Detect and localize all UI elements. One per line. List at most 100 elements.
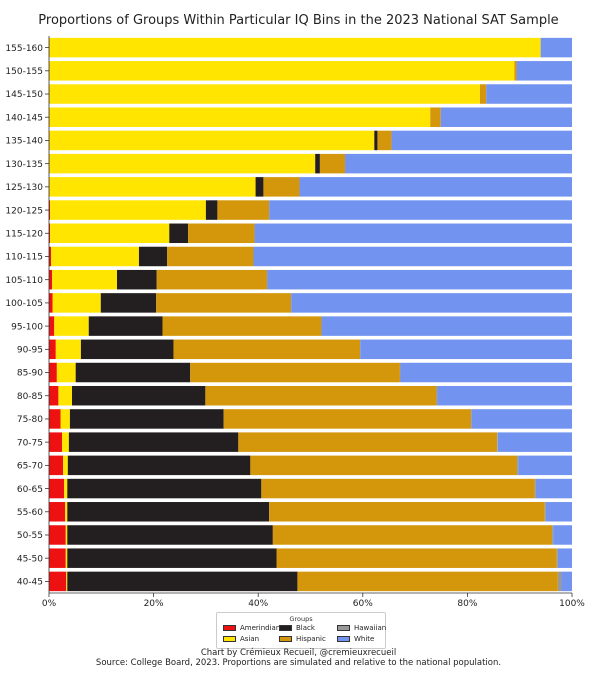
bar-segment-amerindian-95-100 xyxy=(49,316,55,336)
legend-swatch-white xyxy=(337,636,350,642)
bar-segment-asian-100-105 xyxy=(52,293,101,313)
legend-item-hispanic: Hispanic xyxy=(279,635,326,643)
chart-title: Proportions of Groups Within Particular … xyxy=(38,13,559,28)
bar-segment-white-70-75 xyxy=(497,432,572,452)
bar-segment-amerindian-90-95 xyxy=(49,339,56,360)
bar-segment-white-80-85 xyxy=(437,385,572,406)
legend-title: Groups xyxy=(289,615,313,623)
bar-segment-white-155-160 xyxy=(540,37,572,58)
bar-segment-amerindian-75-80 xyxy=(49,409,61,429)
bar-segment-white-100-105 xyxy=(291,293,572,313)
legend-label-hawaiian: Hawaiian xyxy=(354,624,387,632)
bar-segment-white-95-100 xyxy=(321,316,572,336)
bar-segment-black-135-140 xyxy=(374,130,378,151)
bar-segment-hispanic-95-100 xyxy=(162,316,322,336)
bar-segment-asian-70-75 xyxy=(62,432,69,452)
legend-item-hawaiian: Hawaiian xyxy=(337,624,386,632)
bar-segment-black-115-120 xyxy=(169,223,189,244)
bar-segment-black-75-80 xyxy=(69,409,224,429)
bar-segment-asian-150-155 xyxy=(49,61,515,81)
bar-segment-black-40-45 xyxy=(67,571,298,592)
y-tick-label-80-85: 80-85 xyxy=(17,392,43,402)
bar-segment-black-80-85 xyxy=(72,385,206,406)
bar-segment-white-110-115 xyxy=(253,246,573,267)
bar-segment-hispanic-70-75 xyxy=(238,432,498,452)
bar-segment-hawaiian-70-75 xyxy=(497,432,498,452)
bar-segment-hawaiian-85-90 xyxy=(399,362,401,383)
stacked-bar-chart: 155-160 150-155 145-150 140-145 135-140 130-1… xyxy=(5,36,585,609)
bar-segment-amerindian-115-120 xyxy=(49,223,51,244)
bar-segment-amerindian-60-65 xyxy=(49,478,65,499)
bar-segment-hawaiian-40-45 xyxy=(557,571,562,592)
bar-segment-amerindian-70-75 xyxy=(49,432,63,452)
bar-segment-hispanic-135-140 xyxy=(377,130,392,151)
bar-segment-amerindian-120-125 xyxy=(49,200,51,220)
legend-swatch-hispanic xyxy=(279,636,292,642)
bar-segment-amerindian-40-45 xyxy=(49,571,67,592)
bar-segment-hispanic-90-95 xyxy=(173,339,361,360)
bar-segment-black-110-115 xyxy=(138,246,168,267)
x-tick-label-40%: 40% xyxy=(248,599,268,609)
bar-segment-hispanic-85-90 xyxy=(190,362,400,383)
y-tick-label-90-95: 90-95 xyxy=(17,346,43,356)
bar-segment-hispanic-40-45 xyxy=(297,571,558,592)
bar-segment-white-130-135 xyxy=(345,153,572,174)
legend-label-hispanic: Hispanic xyxy=(296,635,326,643)
bar-segment-amerindian-85-90 xyxy=(49,362,57,383)
bar-segment-hispanic-50-55 xyxy=(272,525,553,545)
bar-segment-white-135-140 xyxy=(391,130,572,151)
y-tick-label-60-65: 60-65 xyxy=(17,485,43,495)
bar-segment-black-45-50 xyxy=(67,548,277,568)
bar-segment-black-50-55 xyxy=(67,525,273,545)
bar-segment-black-100-105 xyxy=(100,293,157,313)
bar-segment-amerindian-45-50 xyxy=(49,548,66,568)
y-tick-label-50-55: 50-55 xyxy=(17,531,43,541)
bar-segment-black-60-65 xyxy=(67,478,262,499)
bar-segment-white-140-145 xyxy=(440,107,572,127)
y-tick-label-105-110: 105-110 xyxy=(5,276,43,286)
bar-segment-white-50-55 xyxy=(553,525,572,545)
legend-item-amerindian: Amerindian xyxy=(223,624,280,632)
y-tick-label-45-50: 45-50 xyxy=(17,554,43,564)
bar-segment-hispanic-150-155 xyxy=(514,61,517,81)
bar-segment-hispanic-100-105 xyxy=(156,293,292,313)
bar-segment-asian-125-130 xyxy=(49,177,256,197)
bar-segment-white-120-125 xyxy=(269,200,572,220)
bar-segment-hispanic-130-135 xyxy=(319,153,346,174)
y-tick-label-130-135: 130-135 xyxy=(5,160,43,170)
bar-segment-hispanic-110-115 xyxy=(167,246,254,267)
bar-segment-asian-105-110 xyxy=(52,269,117,290)
bar-segment-white-75-80 xyxy=(471,409,572,429)
bar-segment-white-85-90 xyxy=(400,362,572,383)
bar-segment-hispanic-145-150 xyxy=(479,84,487,104)
legend-swatch-asian xyxy=(223,636,236,642)
bar-segment-amerindian-110-115 xyxy=(49,246,52,267)
bar-segment-asian-60-65 xyxy=(64,478,68,499)
bar-segment-amerindian-100-105 xyxy=(49,293,53,313)
bar-segment-black-95-100 xyxy=(88,316,163,336)
bar-segment-asian-135-140 xyxy=(49,130,375,151)
y-tick-label-95-100: 95-100 xyxy=(11,322,43,332)
bar-segment-hawaiian-45-50 xyxy=(556,548,558,568)
x-tick-label-20%: 20% xyxy=(144,599,164,609)
bar-segment-black-85-90 xyxy=(75,362,191,383)
bar-segment-hispanic-80-85 xyxy=(205,385,437,406)
bar-segment-hispanic-65-70 xyxy=(250,455,518,476)
bar-segment-black-65-70 xyxy=(67,455,251,476)
bar-segment-hawaiian-75-80 xyxy=(471,409,472,429)
x-tick-label-0%: 0% xyxy=(42,599,57,609)
bar-segment-amerindian-65-70 xyxy=(49,455,64,476)
y-tick-label-65-70: 65-70 xyxy=(17,462,43,472)
bar-segment-hawaiian-50-55 xyxy=(552,525,554,545)
bar-segment-hispanic-55-60 xyxy=(269,502,545,522)
bar-segment-white-90-95 xyxy=(360,339,572,360)
legend-item-asian: Asian xyxy=(223,635,259,643)
bar-segment-black-90-95 xyxy=(80,339,174,360)
bar-segment-hispanic-140-145 xyxy=(430,107,441,127)
y-tick-label-140-145: 140-145 xyxy=(5,113,43,123)
bar-segment-hawaiian-80-85 xyxy=(436,385,438,406)
bar-segment-asian-140-145 xyxy=(49,107,431,127)
bar-segment-white-55-60 xyxy=(545,502,572,522)
bar-segment-white-150-155 xyxy=(516,61,572,81)
bar-segment-black-70-75 xyxy=(68,432,239,452)
